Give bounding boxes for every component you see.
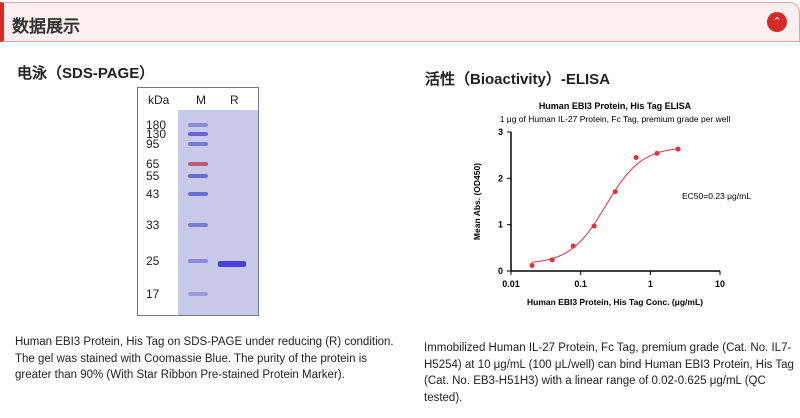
ec50-annotation: EC50=0.23 μg/mL	[682, 191, 751, 201]
section-header: 数据展示 ⌃	[0, 2, 800, 42]
marker-label: 43	[146, 187, 160, 201]
x-tick-label: 0.1	[574, 279, 587, 289]
data-point	[675, 146, 681, 152]
marker-label: 25	[146, 254, 160, 268]
marker-band	[188, 132, 208, 136]
marker-band	[188, 174, 208, 178]
marker-label: 17	[146, 287, 160, 301]
sds-page-gel-image: kDa M R 180 130 95 65 55 43 33 25 17	[137, 87, 259, 316]
data-point	[591, 223, 597, 229]
sds-caption: Human EBI3 Protein, His Tag on SDS-PAGE …	[15, 336, 394, 381]
y-axis-label: Mean Abs. (OD450)	[472, 163, 482, 240]
y-tick-label: 3	[498, 127, 503, 137]
marker-band	[188, 192, 208, 196]
marker-band	[188, 292, 208, 296]
x-axis-label: Human EBI3 Protein, His Tag Conc. (μg/mL…	[527, 297, 703, 307]
marker-label: 130	[146, 127, 167, 141]
marker-label: 33	[146, 218, 160, 232]
data-point	[549, 257, 555, 263]
elisa-caption: Immobilized Human IL-27 Protein, Fc Tag,…	[424, 342, 794, 404]
data-point	[529, 262, 535, 268]
fit-curve	[531, 148, 679, 263]
kda-label: kDa	[148, 93, 170, 107]
marker-band	[188, 259, 208, 263]
elisa-title: 活性（Bioactivity）-ELISA	[425, 71, 611, 88]
data-point	[654, 150, 660, 156]
lane-m-label: M	[196, 93, 206, 107]
gel-lanes	[178, 110, 258, 315]
marker-label: 65	[146, 157, 160, 171]
marker-label: 180	[146, 118, 167, 132]
section-title: 数据展示	[12, 17, 80, 36]
marker-band	[188, 123, 208, 127]
data-point	[612, 189, 618, 195]
y-tick-label: 2	[498, 173, 503, 183]
data-point	[570, 243, 576, 249]
lane-r-label: R	[230, 93, 239, 107]
marker-band	[188, 223, 208, 227]
x-tick-label: 0.01	[502, 279, 520, 289]
chart-title: Human EBI3 Protein, His Tag ELISA	[539, 101, 692, 111]
marker-label: 95	[146, 137, 160, 151]
sample-band	[218, 261, 246, 267]
chevron-up-icon[interactable]: ⌃	[767, 12, 787, 32]
elisa-chart: Human EBI3 Protein, His Tag ELISA 1 μg of…	[472, 101, 751, 307]
data-point	[633, 154, 639, 160]
x-tick-label: 1	[648, 279, 653, 289]
sds-title: 电泳（SDS-PAGE）	[17, 65, 155, 82]
marker-band	[188, 142, 208, 146]
y-tick-label: 0	[498, 266, 503, 276]
marker-band	[188, 162, 208, 166]
x-tick-label: 10	[715, 279, 725, 289]
marker-label: 55	[146, 169, 160, 183]
y-tick-label: 1	[498, 220, 503, 230]
chart-subtitle: 1 μg of Human IL-27 Protein, Fc Tag, pre…	[500, 114, 731, 124]
